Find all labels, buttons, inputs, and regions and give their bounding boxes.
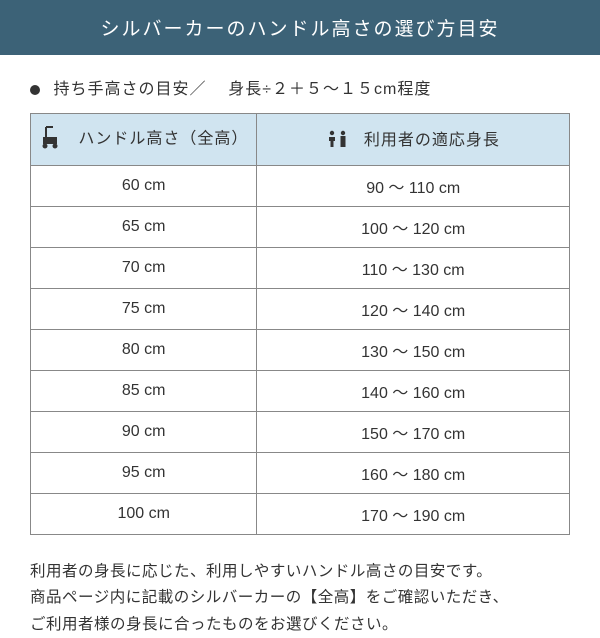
table-header-handle: ハンドル高さ（全高） bbox=[31, 114, 257, 166]
cell-range: 150 ～ 170 cm bbox=[257, 412, 570, 453]
cell-range: 130 ～ 150 cm bbox=[257, 330, 570, 371]
cell-range: 140 ～ 160 cm bbox=[257, 371, 570, 412]
cell-handle: 75 cm bbox=[31, 289, 257, 330]
footer-line3: ご利用者様の身長に合ったものをお選びください。 bbox=[30, 612, 570, 638]
cell-range: 110 ～ 130 cm bbox=[257, 248, 570, 289]
cell-range: 160 ～ 180 cm bbox=[257, 453, 570, 494]
subtitle-row: 持ち手高さの目安／ 身長÷２＋５～１５cm程度 bbox=[0, 55, 600, 113]
title-banner: シルバーカーのハンドル高さの選び方目安 bbox=[0, 0, 600, 55]
cell-range: 90 ～ 110 cm bbox=[257, 166, 570, 207]
cell-handle: 70 cm bbox=[31, 248, 257, 289]
subtitle-formula: 身長÷２＋５～１５cm程度 bbox=[228, 81, 431, 98]
header1-text: ハンドル高さ（全高） bbox=[78, 131, 248, 148]
cell-handle: 65 cm bbox=[31, 207, 257, 248]
table-row: 100 cm170 ～ 190 cm bbox=[31, 494, 570, 535]
cell-handle: 90 cm bbox=[31, 412, 257, 453]
table-body: 60 cm90 ～ 110 cm 65 cm100 ～ 120 cm 70 cm… bbox=[31, 166, 570, 535]
footer-note: 利用者の身長に応じた、利用しやすいハンドル高さの目安です。 商品ページ内に記載の… bbox=[0, 535, 600, 638]
cell-handle: 100 cm bbox=[31, 494, 257, 535]
table-row: 90 cm150 ～ 170 cm bbox=[31, 412, 570, 453]
height-table: ハンドル高さ（全高） 利用者の適応身長 60 cm90 ～ 110 cm 65 … bbox=[30, 113, 570, 535]
cell-range: 120 ～ 140 cm bbox=[257, 289, 570, 330]
table-row: 95 cm160 ～ 180 cm bbox=[31, 453, 570, 494]
table-header-user: 利用者の適応身長 bbox=[257, 114, 570, 166]
people-icon bbox=[326, 130, 350, 153]
cell-handle: 80 cm bbox=[31, 330, 257, 371]
footer-line1: 利用者の身長に応じた、利用しやすいハンドル高さの目安です。 bbox=[30, 559, 570, 585]
header2-text: 利用者の適応身長 bbox=[364, 132, 500, 149]
table-row: 85 cm140 ～ 160 cm bbox=[31, 371, 570, 412]
table-row: 65 cm100 ～ 120 cm bbox=[31, 207, 570, 248]
table-row: 70 cm110 ～ 130 cm bbox=[31, 248, 570, 289]
cell-range: 170 ～ 190 cm bbox=[257, 494, 570, 535]
bullet-icon bbox=[30, 85, 40, 95]
cell-handle: 60 cm bbox=[31, 166, 257, 207]
cell-handle: 85 cm bbox=[31, 371, 257, 412]
cell-handle: 95 cm bbox=[31, 453, 257, 494]
table-row: 75 cm120 ～ 140 cm bbox=[31, 289, 570, 330]
subtitle-label: 持ち手高さの目安／ bbox=[53, 81, 206, 98]
cell-range: 100 ～ 120 cm bbox=[257, 207, 570, 248]
table-row: 60 cm90 ～ 110 cm bbox=[31, 166, 570, 207]
footer-line2: 商品ページ内に記載のシルバーカーの【全高】をご確認いただき、 bbox=[30, 585, 570, 611]
table-row: 80 cm130 ～ 150 cm bbox=[31, 330, 570, 371]
walker-icon bbox=[39, 124, 65, 155]
